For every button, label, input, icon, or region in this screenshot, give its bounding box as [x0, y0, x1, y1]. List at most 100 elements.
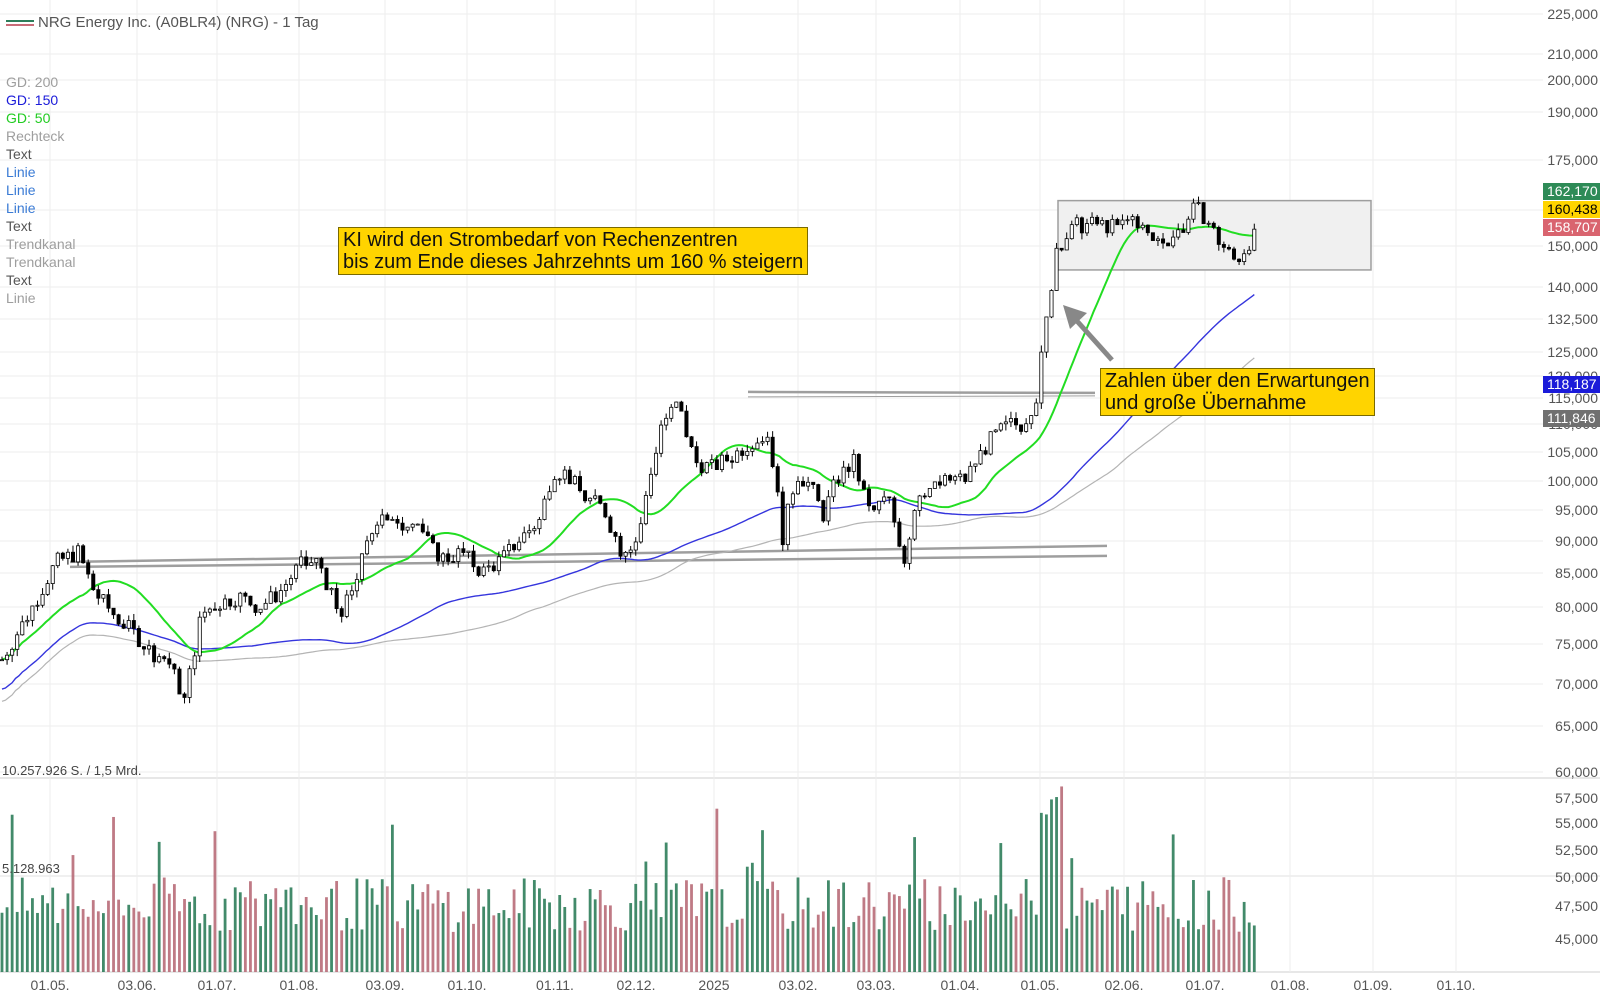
- legend-item[interactable]: Trendkanal: [6, 254, 76, 270]
- candle-body: [1059, 247, 1064, 251]
- legend-item[interactable]: GD: 50: [6, 110, 51, 126]
- volume-bar: [619, 927, 622, 972]
- volume-bar: [740, 918, 744, 972]
- volume-bar: [0, 912, 4, 972]
- volume-bar: [1176, 918, 1180, 972]
- volume-bar: [1050, 799, 1053, 972]
- candle-body: [780, 491, 785, 546]
- volume-bar: [1252, 925, 1256, 972]
- volume-bar: [25, 910, 29, 972]
- volume-bar: [958, 895, 962, 972]
- legend-item[interactable]: Linie: [6, 164, 36, 180]
- volume-bar: [624, 930, 628, 972]
- legend-item[interactable]: Text: [6, 272, 32, 288]
- volume-bar: [36, 912, 39, 972]
- date-axis[interactable]: 01.05. 03.06. 01.07. 01.08. 03.09. 01.10. 01.1…: [31, 977, 1476, 993]
- candle-body: [958, 473, 963, 478]
- volume-bar: [1181, 927, 1185, 972]
- legend-item[interactable]: Rechteck: [6, 128, 65, 144]
- indicator-legend[interactable]: GD: 200 GD: 150 GD: 50 Rechteck Text Linie Lin…: [6, 73, 76, 307]
- candle-body: [1034, 402, 1039, 416]
- candle-body: [1232, 248, 1237, 260]
- candle-body: [953, 476, 958, 481]
- legend-item[interactable]: GD: 200: [6, 74, 59, 90]
- candle-body: [70, 551, 75, 563]
- volume-bar: [1197, 929, 1200, 972]
- volume-bar: [700, 883, 704, 972]
- candle-body: [212, 608, 217, 611]
- legend-item[interactable]: GD: 150: [6, 92, 59, 108]
- resistance-line: [747, 390, 1096, 395]
- candle-body: [456, 548, 461, 562]
- volume-bar: [279, 907, 283, 972]
- volume-bar: [791, 921, 795, 972]
- price-tick-label: 190,000: [1547, 104, 1598, 120]
- candle-body: [1161, 238, 1166, 244]
- candle-legend-icon: [6, 19, 34, 26]
- candle-body: [547, 491, 552, 500]
- candle-body: [1206, 222, 1211, 225]
- volume-bar: [882, 916, 886, 972]
- candle-body: [167, 658, 172, 665]
- legend-item[interactable]: Text: [6, 218, 32, 234]
- legend-item[interactable]: Linie: [6, 200, 36, 216]
- candle-body: [228, 598, 233, 607]
- volume-bar: [548, 902, 551, 972]
- candle-body: [147, 645, 152, 650]
- legend-item[interactable]: Linie: [6, 182, 36, 198]
- volume-bar: [903, 908, 906, 972]
- trend-channel-upper: [69, 544, 1108, 564]
- volume-bar: [786, 928, 790, 972]
- candle-body: [1176, 229, 1181, 238]
- candle-body: [638, 523, 643, 543]
- volume-bar: [10, 814, 14, 972]
- candle-body: [258, 608, 263, 613]
- candle-body: [476, 566, 481, 576]
- volume-tick-label: 50,000: [1555, 869, 1598, 885]
- price-tick-label: 70,000: [1555, 676, 1598, 692]
- volume-bar: [299, 905, 303, 972]
- candle-body: [197, 616, 202, 657]
- legend-item[interactable]: Linie: [6, 290, 36, 306]
- price-tick-label: 65,000: [1555, 718, 1598, 734]
- candle-body: [593, 495, 598, 499]
- volume-tick-label: 55,000: [1555, 815, 1598, 831]
- volume-bar: [117, 899, 121, 972]
- candle-body: [567, 469, 572, 485]
- trend-channels: [69, 199, 1372, 569]
- candle-body: [202, 611, 207, 618]
- price-axis[interactable]: 225,000210,000200,000190,000175,000160,0…: [1547, 6, 1598, 947]
- volume-bar: [877, 929, 881, 972]
- volume-bar: [1055, 797, 1058, 972]
- candle-body: [532, 528, 537, 532]
- chart-title-text: NRG Energy Inc. (A0BLR4) (NRG) - 1 Tag: [38, 14, 319, 31]
- volume-bar: [1100, 910, 1104, 972]
- candle-body: [436, 542, 441, 562]
- volume-bar: [847, 927, 851, 972]
- candle-body: [963, 473, 968, 482]
- volume-bar: [522, 878, 526, 972]
- price-badge: 160,438: [1543, 201, 1600, 218]
- volume-bar: [274, 888, 278, 972]
- candle-body: [410, 523, 415, 528]
- volume-bar: [456, 922, 460, 972]
- volume-bar: [801, 909, 805, 972]
- volume-bar: [426, 884, 430, 972]
- legend-item[interactable]: Text: [6, 146, 32, 162]
- volume-bar: [553, 929, 557, 972]
- candle-body: [1237, 258, 1242, 263]
- volume-bar: [710, 889, 714, 972]
- date-tick-label: 03.03.: [857, 977, 896, 993]
- volume-bar: [1004, 903, 1008, 972]
- volume-bar: [1171, 834, 1175, 972]
- ai-annotation-line2: bis zum Ende dieses Jahrzehnts um 160 % …: [343, 251, 804, 273]
- volume-bar: [401, 928, 404, 972]
- candle-body: [937, 481, 942, 486]
- candle-body: [1044, 316, 1049, 353]
- legend-item[interactable]: Trendkanal: [6, 236, 76, 252]
- volume-bar: [238, 892, 242, 972]
- date-tick-label: 01.09.: [1354, 977, 1393, 993]
- volume-bar: [1034, 914, 1038, 972]
- candle-body: [309, 562, 314, 566]
